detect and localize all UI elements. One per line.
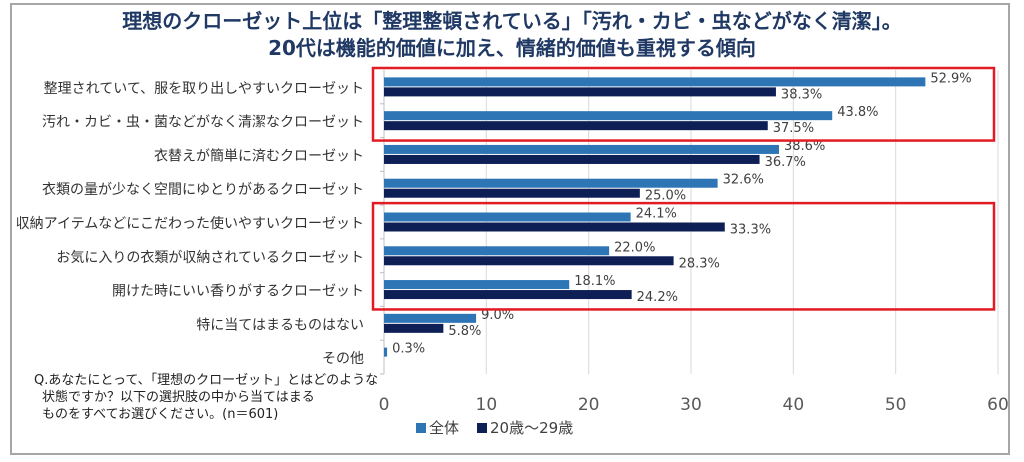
data-label: 38.6%: [784, 139, 825, 154]
bar: [384, 323, 444, 333]
data-label: 28.3%: [679, 256, 720, 271]
data-label: 24.1%: [636, 207, 677, 222]
data-label: 18.1%: [574, 274, 615, 289]
category-label: 整理されていて、服を取り出しやすいクローゼット: [44, 81, 364, 97]
x-tick-label: 40: [783, 395, 805, 415]
category-label: その他: [322, 351, 364, 367]
legend-swatch: [416, 423, 426, 433]
data-label: 24.2%: [637, 290, 678, 305]
bar: [384, 313, 477, 323]
bar: [384, 144, 780, 154]
note-line-3: ものをすべてお選びください。(n＝601): [42, 407, 279, 422]
title-line-1: 理想のクローゼット上位は「整理整頓されている」「汚れ・カビ・虫などがなく清潔」。: [122, 9, 902, 33]
category-label: 汚れ・カビ・虫・菌などがなく清潔なクローゼット: [42, 115, 364, 131]
note-line-1: Q.あなたにとって、「理想のクローゼット」とはどのような: [34, 373, 379, 388]
bar: [384, 178, 718, 188]
data-label: 22.0%: [614, 240, 655, 255]
data-label: 52.9%: [930, 71, 971, 86]
question-note: Q.あなたにとって、「理想のクローゼット」とはどのような 状態ですか？以下の選択…: [34, 372, 379, 423]
data-label: 43.8%: [837, 105, 878, 120]
x-tick-label: 30: [680, 395, 702, 415]
category-label: 特に当てはまるものはない: [196, 317, 364, 333]
bar: [384, 212, 631, 222]
data-label: 33.3%: [730, 223, 771, 238]
bar: [384, 347, 388, 357]
category-label: 衣替えが簡単に済むクローゼット: [154, 148, 364, 164]
legend-label: 20歳～29歳: [490, 419, 573, 437]
x-tick-label: 0: [379, 395, 390, 415]
data-label: 0.3%: [392, 342, 425, 357]
chart-title: 理想のクローゼット上位は「整理整頓されている」「汚れ・カビ・虫などがなく清潔」。…: [0, 8, 1024, 62]
bar: [384, 121, 768, 131]
x-tick-label: 20: [578, 395, 600, 415]
data-label: 9.0%: [481, 308, 514, 323]
bar: [384, 246, 610, 256]
data-label: 37.5%: [773, 121, 814, 136]
bar: [384, 77, 926, 87]
title-line-2: 20代は機能的価値に加え、情緒的価値も重視する傾向: [268, 36, 756, 60]
bar: [384, 188, 640, 198]
data-label: 32.6%: [723, 173, 764, 188]
data-label: 25.0%: [645, 189, 686, 204]
x-tick-label: 60: [987, 395, 1009, 415]
category-label: お気に入りの衣類が収納されているクローゼット: [56, 250, 364, 266]
x-tick-label: 10: [476, 395, 498, 415]
bar: [384, 290, 632, 300]
category-label: 開けた時にいい香りがするクローゼット: [112, 284, 364, 300]
category-label: 衣類の量が少なく空間にゆとりがあるクローゼット: [42, 182, 364, 198]
note-line-2: 状態ですか？以下の選択肢の中から当てはまる: [42, 390, 315, 405]
legend-label: 全体: [429, 419, 459, 437]
bar: [384, 111, 833, 121]
bar: [384, 154, 760, 164]
data-label: 36.7%: [765, 155, 806, 170]
category-label: 収納アイテムなどにこだわった使いやすいクローゼット: [16, 215, 364, 232]
bar: [384, 222, 725, 232]
bar: [384, 280, 570, 290]
data-label: 5.8%: [448, 324, 481, 339]
highlight-box: [371, 66, 996, 142]
bar: [384, 87, 776, 97]
data-label: 38.3%: [781, 87, 822, 102]
legend-swatch: [477, 423, 488, 433]
x-tick-label: 50: [885, 395, 907, 415]
highlight-box: [371, 201, 996, 311]
bar: [384, 256, 674, 266]
